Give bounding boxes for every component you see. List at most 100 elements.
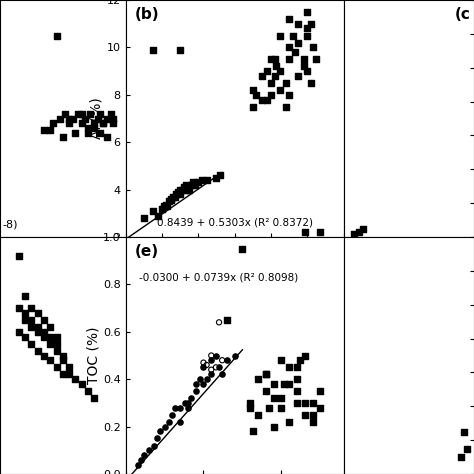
Text: -0.0300 + 0.0739x (R² 0.8098): -0.0300 + 0.0739x (R² 0.8098) <box>139 273 298 283</box>
Point <box>303 67 311 75</box>
Point <box>165 418 173 426</box>
Text: (c: (c <box>455 7 470 22</box>
Point <box>301 399 309 407</box>
Point <box>215 319 223 326</box>
Point <box>103 115 110 122</box>
Point <box>169 411 176 419</box>
Text: (e): (e) <box>134 244 158 259</box>
Text: (b): (b) <box>134 7 159 22</box>
Y-axis label: Al (%): Al (%) <box>90 98 104 139</box>
Point <box>359 225 367 232</box>
Point <box>99 119 107 127</box>
Point <box>270 394 277 402</box>
Point <box>200 359 207 366</box>
Point <box>246 399 254 407</box>
Point <box>194 179 202 186</box>
Point <box>187 394 195 402</box>
Point <box>27 323 35 331</box>
Point <box>309 418 316 426</box>
Point <box>289 32 297 39</box>
Point <box>21 292 29 300</box>
Point <box>307 20 315 27</box>
Point <box>165 198 173 205</box>
Point <box>84 124 91 132</box>
Point <box>249 103 256 110</box>
Point <box>34 323 42 331</box>
Point <box>276 32 284 39</box>
Point <box>253 91 260 99</box>
Point <box>34 328 42 336</box>
Point <box>162 201 169 209</box>
Point <box>176 191 184 198</box>
Point <box>160 202 168 210</box>
Point <box>145 447 153 454</box>
Point <box>278 394 285 402</box>
Point <box>285 364 293 371</box>
Point <box>176 186 184 193</box>
Point <box>40 316 48 324</box>
Point <box>149 207 156 215</box>
X-axis label: Th: Th <box>225 255 244 270</box>
Point <box>53 364 60 371</box>
Point <box>464 445 471 452</box>
Point <box>78 110 85 118</box>
Point <box>246 404 254 411</box>
Point <box>300 55 308 63</box>
Point <box>149 46 156 54</box>
Point <box>140 451 148 459</box>
Point <box>40 352 48 359</box>
Point <box>301 228 309 236</box>
Point <box>53 32 60 39</box>
Point <box>249 428 257 435</box>
Point <box>249 86 256 94</box>
Point <box>294 72 302 80</box>
Point <box>178 186 186 193</box>
Point <box>293 387 301 395</box>
Point <box>107 110 114 118</box>
Point <box>198 176 206 184</box>
Point <box>203 176 211 184</box>
Point <box>91 119 98 127</box>
Point <box>187 181 195 189</box>
Point <box>150 442 157 449</box>
Point <box>192 387 200 395</box>
Point <box>131 238 138 246</box>
Point <box>208 356 215 364</box>
Point <box>62 110 69 118</box>
Point <box>59 134 66 141</box>
Point <box>21 316 29 324</box>
Point <box>65 115 73 122</box>
Point <box>189 179 197 186</box>
Point <box>56 115 64 122</box>
Point <box>267 91 275 99</box>
Point <box>197 375 204 383</box>
Point <box>46 127 54 134</box>
Point <box>103 134 110 141</box>
Point <box>223 356 231 364</box>
Point <box>15 304 23 312</box>
Point <box>223 316 231 324</box>
Point <box>216 172 224 179</box>
Point <box>78 119 85 127</box>
Point <box>161 423 168 430</box>
Point <box>294 39 302 46</box>
Point <box>309 399 316 407</box>
Point <box>87 110 94 118</box>
Point <box>99 119 107 127</box>
Point <box>285 55 293 63</box>
Point <box>271 72 278 80</box>
Point <box>181 399 189 407</box>
Point <box>171 193 178 201</box>
Point <box>65 371 73 378</box>
Point <box>167 195 175 203</box>
Point <box>72 129 79 137</box>
Point <box>65 364 73 371</box>
Point <box>34 347 42 355</box>
Point <box>176 418 184 426</box>
Point <box>460 428 467 436</box>
Point <box>82 115 89 122</box>
Point <box>262 387 270 395</box>
Point <box>109 119 117 127</box>
Point <box>173 191 180 198</box>
Point <box>40 333 48 340</box>
